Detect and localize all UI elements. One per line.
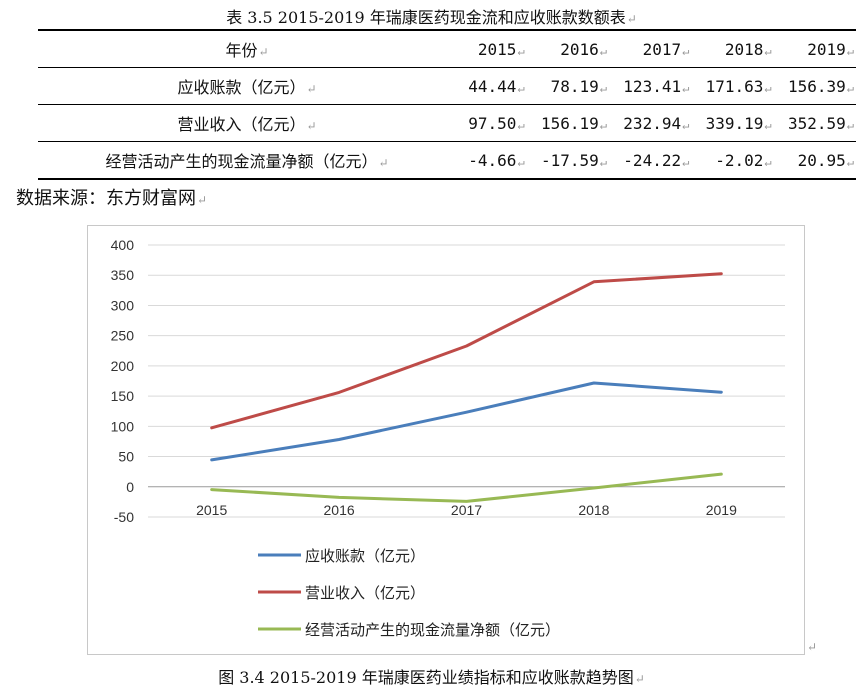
x-tick-label: 2018 (578, 502, 609, 518)
y-tick-label: -50 (114, 509, 134, 525)
table-row: 营业收入（亿元）↵ 97.50↵ 156.19↵ 232.94↵ 339.19↵… (38, 104, 856, 142)
series-line (210, 272, 723, 430)
x-tick-label: 2019 (706, 502, 737, 518)
paragraph-mark: ↵ (807, 640, 818, 654)
value-cell: 156.19↵ (526, 104, 609, 142)
data-table: 年份↵ 2015↵ 2016↵ 2017↵ 2018↵ 2019↵ 应收账款（亿… (38, 29, 856, 180)
x-tick-label: 2015 (196, 502, 227, 518)
value-cell: 339.19↵ (691, 104, 774, 142)
x-tick-label: 2017 (451, 502, 482, 518)
legend-label: 经营活动产生的现金流量净额（亿元） (305, 621, 560, 639)
row-label-cell: 应收账款（亿元）↵ (38, 67, 456, 105)
value-cell: 352.59↵ (773, 104, 856, 142)
legend-label: 应收账款（亿元） (305, 547, 425, 565)
x-tick-label: 2016 (324, 502, 355, 518)
table-row: 经营活动产生的现金流量净额（亿元）↵ -4.66↵ -17.59↵ -24.22… (38, 141, 856, 180)
figure-caption: 图 3.4 2015-2019 年瑞康医药业绩指标和应收账款趋势图↵ (218, 668, 645, 687)
series-line (210, 381, 723, 462)
row-label-cell: 营业收入（亿元）↵ (38, 104, 456, 142)
header-label-cell: 年份↵ (38, 29, 456, 68)
legend-label: 营业收入（亿元） (305, 584, 425, 602)
value-cell: 97.50↵ (456, 104, 527, 142)
value-cell: -4.66↵ (456, 141, 527, 180)
y-tick-label: 400 (111, 237, 135, 253)
header-year-cell: 2017↵ (609, 29, 692, 68)
value-cell: -24.22↵ (609, 141, 692, 180)
value-cell: 44.44↵ (456, 67, 527, 105)
y-tick-label: 0 (126, 479, 134, 495)
header-year-cell: 2016↵ (526, 29, 609, 68)
y-tick-label: 50 (118, 449, 134, 465)
y-tick-label: 300 (111, 297, 135, 313)
series-line (210, 472, 723, 503)
value-cell: -2.02↵ (691, 141, 774, 180)
value-cell: 171.63↵ (691, 67, 774, 105)
header-year-cell: 2015↵ (456, 29, 527, 68)
value-cell: 156.39↵ (773, 67, 856, 105)
row-label-cell: 经营活动产生的现金流量净额（亿元）↵ (38, 141, 456, 180)
value-cell: 78.19↵ (526, 67, 609, 105)
y-tick-label: 350 (111, 267, 135, 283)
table-caption: 表 3.5 2015-2019 年瑞康医药现金流和应收账款数额表↵ (226, 8, 637, 27)
chart-frame: 400 350 300 250 200 150 100 50 0 -50 2015 2016 2017 2… (87, 225, 805, 655)
source-note: 数据来源：东方财富网↵ (16, 188, 208, 209)
y-tick-label: 200 (111, 358, 135, 374)
value-cell: -17.59↵ (526, 141, 609, 180)
y-tick-label: 100 (111, 418, 135, 434)
value-cell: 20.95↵ (773, 141, 856, 180)
header-year-cell: 2018↵ (691, 29, 774, 68)
value-cell: 123.41↵ (609, 67, 692, 105)
table-header-row: 年份↵ 2015↵ 2016↵ 2017↵ 2018↵ 2019↵ (38, 29, 856, 68)
value-cell: 232.94↵ (609, 104, 692, 142)
line-chart: 400 350 300 250 200 150 100 50 0 -50 2015 2016 2017 2… (111, 237, 785, 639)
table-row: 应收账款（亿元）↵ 44.44↵ 78.19↵ 123.41↵ 171.63↵ … (38, 67, 856, 105)
header-year-cell: 2019↵ (773, 29, 856, 68)
y-tick-label: 250 (111, 328, 135, 344)
y-tick-label: 150 (111, 388, 135, 404)
